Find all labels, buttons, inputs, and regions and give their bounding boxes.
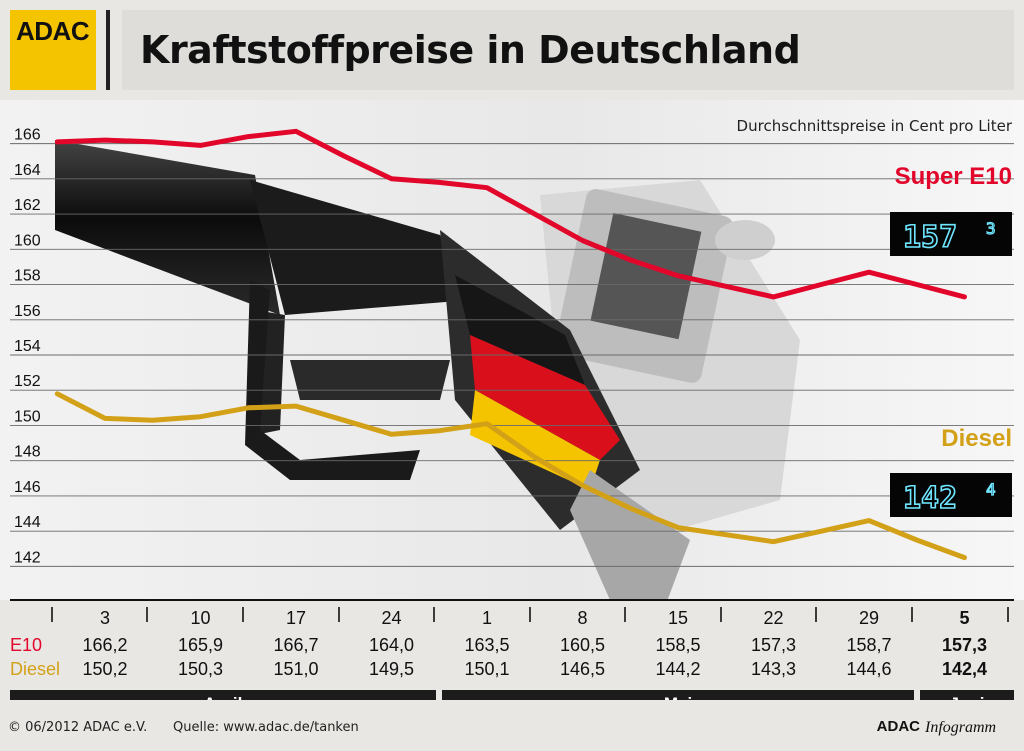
row-label-diesel: Diesel xyxy=(10,659,60,679)
row-label-e10: E10 xyxy=(10,635,42,655)
series-line-super-e10 xyxy=(54,128,967,300)
data-label: 144,6 xyxy=(846,659,891,679)
x-axis: 3 10 17 24 1 8 15 22 29 5 xyxy=(51,607,1009,628)
footer: © 06/2012 ADAC e.V. Quelle: www.adac.de/… xyxy=(8,718,996,736)
data-label: 158,5 xyxy=(655,635,700,655)
y-tick-label: 142 xyxy=(14,549,41,566)
current-price-display-super: 157 3 xyxy=(890,212,1012,256)
x-tick-label: 29 xyxy=(859,608,879,628)
y-tick-label: 162 xyxy=(14,197,41,214)
y-tick-label: 158 xyxy=(14,268,41,285)
adac-logo: ADAC xyxy=(10,10,96,90)
data-label: 150,2 xyxy=(82,659,127,679)
logo-text: ADAC xyxy=(16,16,90,46)
chart-subtitle: Durchschnittspreise in Cent pro Liter xyxy=(737,117,1013,135)
y-tick-label: 160 xyxy=(14,232,41,249)
y-tick-label: 148 xyxy=(14,444,41,461)
data-label: 143,3 xyxy=(751,659,796,679)
month-label: Juni xyxy=(950,694,985,700)
data-label: 158,7 xyxy=(846,635,891,655)
footer-copyright: © 06/2012 ADAC e.V. xyxy=(8,720,147,735)
legend-diesel: Diesel xyxy=(941,425,1012,452)
current-price-super-decimal: 3 xyxy=(986,219,996,238)
x-tick-label: 5 xyxy=(959,608,969,628)
data-label: 165,9 xyxy=(178,635,223,655)
y-tick-label: 152 xyxy=(14,373,41,390)
data-label: 146,5 xyxy=(560,659,605,679)
x-tick-label: 24 xyxy=(381,608,401,628)
data-label: 142,4 xyxy=(942,659,987,679)
y-tick-label: 164 xyxy=(14,162,41,179)
x-tick-label: 22 xyxy=(763,608,783,628)
x-tick-label: 3 xyxy=(100,608,110,628)
price-table: E10 166,2 165,9 166,7 164,0 163,5 160,5 158,5 15… xyxy=(10,635,987,679)
y-tick-label: 144 xyxy=(14,514,41,531)
series-line-diesel xyxy=(54,391,967,561)
logo-divider xyxy=(106,10,110,90)
current-price-diesel-value: 142 xyxy=(903,481,957,516)
y-axis-ticks: 142 144 146 148 150 152 154 156 158 160 162 164 166 xyxy=(14,127,41,567)
month-band xyxy=(442,690,914,700)
data-label: 157,3 xyxy=(751,635,796,655)
month-band xyxy=(10,690,436,700)
y-tick-label: 150 xyxy=(14,408,41,425)
data-label: 150,3 xyxy=(178,659,223,679)
month-label: April xyxy=(204,694,243,700)
data-label: 157,3 xyxy=(942,635,987,655)
data-label: 160,5 xyxy=(560,635,605,655)
data-label: 144,2 xyxy=(655,659,700,679)
x-tick-label: 8 xyxy=(577,608,587,628)
x-tick-label: 10 xyxy=(190,608,210,628)
chart-series xyxy=(54,128,967,561)
current-price-super-value: 157 xyxy=(903,220,957,255)
y-tick-label: 156 xyxy=(14,303,41,320)
current-price-display-diesel: 142 4 xyxy=(890,473,1012,517)
footer-brand-infogramm: Infogramm xyxy=(924,719,996,736)
data-label: 149,5 xyxy=(369,659,414,679)
legend-super-e10: Super E10 xyxy=(895,163,1012,190)
footer-brand-adac: ADAC xyxy=(877,718,920,735)
month-band xyxy=(920,690,1014,700)
y-tick-label: 166 xyxy=(14,127,41,144)
fuel-price-chart: 142144146148150152154156158160162164166 … xyxy=(0,100,1024,700)
x-tick-label: 17 xyxy=(286,608,306,628)
data-label: 150,1 xyxy=(464,659,509,679)
x-tick-label: 15 xyxy=(668,608,688,628)
y-tick-label: 154 xyxy=(14,338,41,355)
data-label: 166,7 xyxy=(273,635,318,655)
y-tick-label: 146 xyxy=(14,479,41,496)
month-label: Mai xyxy=(664,694,692,700)
current-price-diesel-decimal: 4 xyxy=(986,480,996,499)
fuel-nozzle-illustration xyxy=(55,140,800,620)
data-label: 151,0 xyxy=(273,659,318,679)
page-title: Kraftstoffpreise in Deutschland xyxy=(140,28,801,72)
data-label: 166,2 xyxy=(82,635,127,655)
data-label: 163,5 xyxy=(464,635,509,655)
month-bar: April Mai Juni xyxy=(10,690,1014,700)
footer-source: Quelle: www.adac.de/tanken xyxy=(173,720,359,735)
x-tick-label: 1 xyxy=(482,608,492,628)
data-label: 164,0 xyxy=(369,635,414,655)
title-bar: Kraftstoffpreise in Deutschland xyxy=(122,10,1014,90)
